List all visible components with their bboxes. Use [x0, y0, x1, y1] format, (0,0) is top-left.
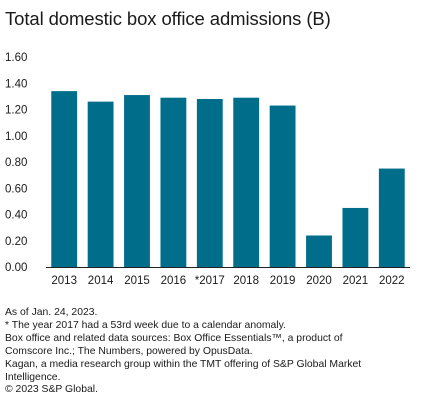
y-tick-label: 0.00 [5, 262, 27, 274]
y-tick-label: 0.40 [5, 210, 27, 222]
footnote-kagan-2: Intelligence. [5, 371, 61, 383]
x-tick-label: *2017 [195, 275, 225, 287]
x-tick-label: 2019 [270, 275, 296, 287]
bar-2018 [233, 97, 260, 267]
x-tick-label: 2014 [88, 275, 114, 287]
footnote-sources-1: Box office and related data sources: Box… [5, 332, 343, 344]
bar-2020 [306, 235, 332, 267]
footnote-kagan-1: Kagan, a media research group within the… [5, 358, 362, 370]
chart-title: Total domestic box office admissions (B) [5, 8, 331, 29]
footnote-sources-2: Comscore Inc.; The Numbers, powered by O… [5, 345, 253, 357]
y-axis: 0.00 0.20 0.40 0.60 0.80 1.00 1.20 1.40 1.60 [5, 52, 27, 274]
footnote-date: As of Jan. 24, 2023. [5, 307, 98, 318]
y-tick-label: 1.00 [5, 131, 27, 143]
bar-2022 [378, 168, 405, 267]
y-tick-label: 0.60 [5, 183, 27, 195]
bar-2013 [51, 91, 78, 268]
y-tick-label: 0.20 [5, 236, 27, 248]
bar-chart: 0.00 0.20 0.40 0.60 0.80 1.00 1.20 1.40 1.60 201… [5, 52, 410, 287]
x-tick-label: 2018 [233, 275, 259, 287]
y-tick-label: 1.20 [5, 105, 27, 117]
footnote-copyright: © 2023 S&P Global. [5, 384, 98, 396]
footnote-2017: * The year 2017 had a 53rd week due to a… [5, 319, 286, 331]
x-axis: 2013 2014 2015 2016 *2017 2018 2019 2020 2021 202… [51, 275, 404, 287]
bar-2016 [160, 97, 187, 267]
x-tick-label: 2013 [51, 275, 77, 287]
x-tick-label: 2022 [379, 275, 405, 287]
bar-2019 [269, 105, 296, 267]
bar-2021 [342, 207, 369, 267]
x-tick-label: 2020 [306, 275, 332, 287]
bars [51, 91, 405, 268]
y-tick-label: 1.40 [5, 78, 27, 90]
x-tick-label: 2016 [161, 275, 187, 287]
bar-2014 [87, 101, 114, 268]
bar-2017 [196, 99, 223, 267]
x-tick-label: 2015 [124, 275, 150, 287]
bar-2015 [124, 95, 150, 267]
footnotes: As of Jan. 24, 2023. * The year 2017 had… [5, 307, 420, 397]
x-tick-label: 2021 [343, 275, 369, 287]
y-tick-label: 1.60 [5, 52, 27, 64]
y-tick-label: 0.80 [5, 157, 27, 169]
